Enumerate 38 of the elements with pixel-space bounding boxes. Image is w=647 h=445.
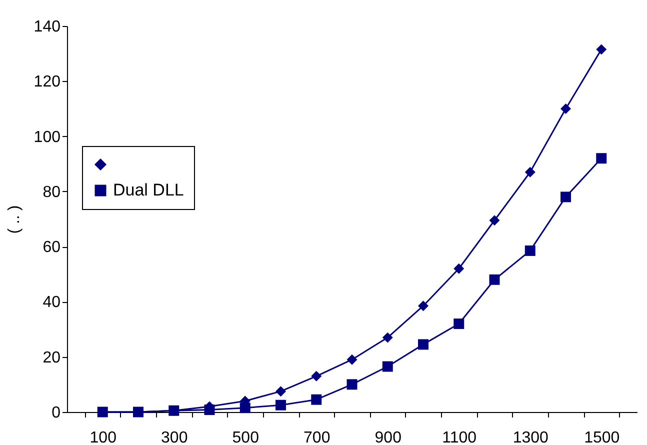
y-tick-label: 0	[52, 404, 61, 422]
point	[346, 354, 358, 365]
point	[311, 370, 322, 382]
point	[346, 379, 358, 390]
x-tick-label: 700	[304, 430, 330, 445]
legend-label: Dual DLL	[113, 180, 184, 200]
point	[418, 339, 428, 350]
x-tick-label: 900	[374, 430, 402, 445]
point	[311, 394, 322, 405]
point	[524, 166, 536, 178]
y-tick-label: 60	[42, 239, 61, 256]
point	[489, 274, 500, 285]
point	[276, 386, 286, 397]
y-tick-label: 20	[42, 349, 61, 366]
point	[560, 103, 571, 114]
point	[418, 300, 428, 312]
point	[560, 192, 571, 202]
point	[454, 263, 464, 274]
x-tick-label: 500	[232, 430, 260, 445]
x-tick-label: 300	[161, 430, 188, 445]
point	[382, 332, 393, 343]
y-tick-label: 80	[42, 184, 61, 201]
point	[489, 215, 500, 226]
y-tick-label: 100	[34, 128, 61, 146]
point	[596, 153, 607, 164]
y-tick-label: 40	[42, 294, 61, 312]
point	[382, 361, 393, 372]
point	[596, 44, 607, 55]
x-tick-label: 1100	[442, 430, 477, 445]
y-tick-label: 120	[34, 74, 61, 91]
y-tick-label: 140	[34, 18, 61, 36]
point	[454, 318, 464, 330]
x-tick-label: 1300	[512, 430, 549, 445]
x-tick-label: 100	[90, 430, 117, 445]
point	[524, 245, 536, 256]
y-axis-title: ( .. )	[6, 205, 23, 234]
point	[276, 400, 286, 410]
x-tick-label: 1500	[584, 430, 620, 445]
